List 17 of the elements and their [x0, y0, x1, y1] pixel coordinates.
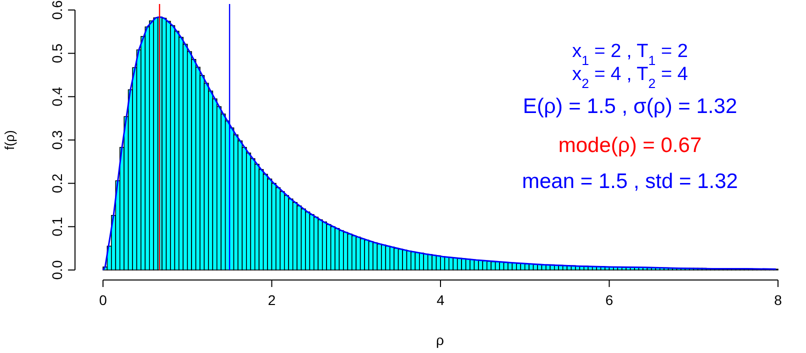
y-tick-label: 0.5 [49, 43, 65, 64]
ref-line-label: mean = 1.5 , std = 1.32 [522, 170, 738, 193]
y-tick-label: 0.2 [49, 173, 65, 194]
y-axis-title: f(ρ) [2, 130, 17, 150]
x-tick-label: 2 [268, 292, 276, 308]
x-tick-label: 6 [605, 292, 614, 308]
y-tick-label: 0.3 [49, 130, 65, 150]
x-tick-label: 4 [436, 292, 445, 308]
annotation: E(ρ) = 1.5 , σ(ρ) = 1.32 [522, 95, 738, 118]
ref-line-label: mode(ρ) = 0.67 [558, 134, 702, 157]
y-tick-label: 0.4 [49, 86, 65, 106]
y-tick-label: 0.6 [49, 0, 65, 20]
y-tick-label: 0.1 [49, 216, 65, 236]
x-axis-title: ρ [436, 332, 444, 348]
y-tick-label: 0.0 [49, 260, 65, 280]
x-tick-label: 8 [774, 292, 782, 308]
x-tick-label: 0 [99, 292, 108, 308]
